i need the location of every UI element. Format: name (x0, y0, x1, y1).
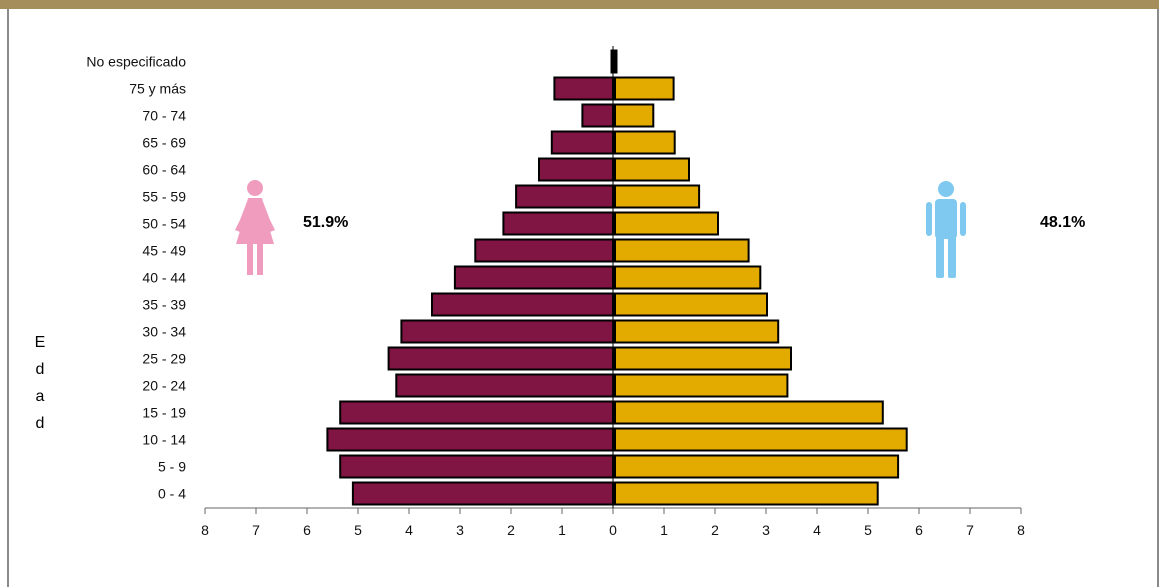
bar-male-16 (614, 481, 879, 506)
bar-female-3 (550, 130, 614, 155)
x-tick-label: 2 (507, 522, 515, 538)
frame-right-border (1157, 9, 1159, 587)
bar-male-4 (614, 157, 690, 182)
bar-male-8 (614, 265, 762, 290)
x-tick-label: 5 (864, 522, 872, 538)
bar-female-7 (474, 238, 614, 263)
x-tick-label: 1 (558, 522, 566, 538)
bar-female-8 (453, 265, 614, 290)
x-tick-label: 1 (660, 522, 668, 538)
bar-female-10 (400, 319, 615, 344)
bar-female-6 (502, 211, 614, 236)
x-tick-label: 8 (1017, 522, 1025, 538)
x-tick-label: 5 (354, 522, 362, 538)
bar-female-12 (395, 373, 615, 398)
age-label: 75 y más (129, 81, 186, 97)
age-label: 20 - 24 (142, 378, 186, 394)
x-tick-label: 6 (303, 522, 311, 538)
bar-male-14 (614, 427, 908, 452)
bar-female-15 (339, 454, 614, 479)
bar-male-15 (614, 454, 900, 479)
bar-female-9 (431, 292, 614, 317)
bar-female-1 (553, 76, 615, 101)
bar-male-6 (614, 211, 719, 236)
age-label: 65 - 69 (142, 135, 186, 151)
bar-male-2 (614, 103, 655, 128)
x-tick-label: 2 (711, 522, 719, 538)
female-figure-icon (235, 180, 275, 275)
bar-female-4 (538, 157, 614, 182)
bar-male-0 (614, 49, 618, 74)
bar-female-16 (351, 481, 614, 506)
x-tick-label: 7 (966, 522, 974, 538)
bar-female-13 (339, 400, 614, 425)
bar-female-14 (326, 427, 614, 452)
bar-male-1 (614, 76, 675, 101)
x-axis: 8 7 6 5 4 3 2 1 0 1 2 3 4 5 6 7 8 (201, 46, 1025, 538)
x-tick-label: 3 (762, 522, 770, 538)
age-label: 15 - 19 (142, 405, 186, 421)
x-tick-label: 7 (252, 522, 260, 538)
age-label: 5 - 9 (158, 459, 186, 475)
y-axis-label-letter: d (36, 361, 45, 378)
age-label: 30 - 34 (142, 324, 186, 340)
age-label: 0 - 4 (158, 486, 186, 502)
age-group-labels: No especificado 75 y más 70 - 74 65 - 69 60 … (86, 54, 186, 502)
bar-male-12 (614, 373, 789, 398)
bars-group (326, 49, 908, 506)
x-tick-label: 6 (915, 522, 923, 538)
bar-female-2 (581, 103, 615, 128)
bar-male-13 (614, 400, 884, 425)
age-label: 45 - 49 (142, 243, 186, 259)
age-label: 60 - 64 (142, 162, 186, 178)
age-label: 40 - 44 (142, 270, 186, 286)
age-label: 50 - 54 (142, 216, 186, 232)
x-tick-label: 4 (405, 522, 413, 538)
bar-male-3 (614, 130, 676, 155)
male-figure-icon (926, 181, 966, 278)
age-label: 25 - 29 (142, 351, 186, 367)
bar-male-10 (614, 319, 780, 344)
age-label: 70 - 74 (142, 108, 186, 124)
x-tick-label: 4 (813, 522, 821, 538)
x-tick-label: 3 (456, 522, 464, 538)
bar-female-11 (387, 346, 614, 371)
y-axis-label-letter: E (35, 334, 46, 351)
x-tick-label: 0 (609, 522, 617, 538)
x-tick-label: 8 (201, 522, 209, 538)
bar-male-7 (614, 238, 750, 263)
age-label: 10 - 14 (142, 432, 186, 448)
bar-male-9 (614, 292, 768, 317)
y-axis-label-letter: d (36, 415, 45, 432)
frame-left-border (7, 9, 9, 587)
bar-male-11 (614, 346, 792, 371)
age-label: 55 - 59 (142, 189, 186, 205)
bar-male-5 (614, 184, 701, 209)
bar-female-5 (515, 184, 614, 209)
header-band (0, 0, 1159, 9)
age-label: 35 - 39 (142, 297, 186, 313)
age-label: No especificado (86, 54, 186, 70)
male-percentage: 48.1% (1040, 214, 1085, 231)
y-axis-label-letter: a (36, 388, 45, 405)
female-percentage: 51.9% (303, 214, 348, 231)
